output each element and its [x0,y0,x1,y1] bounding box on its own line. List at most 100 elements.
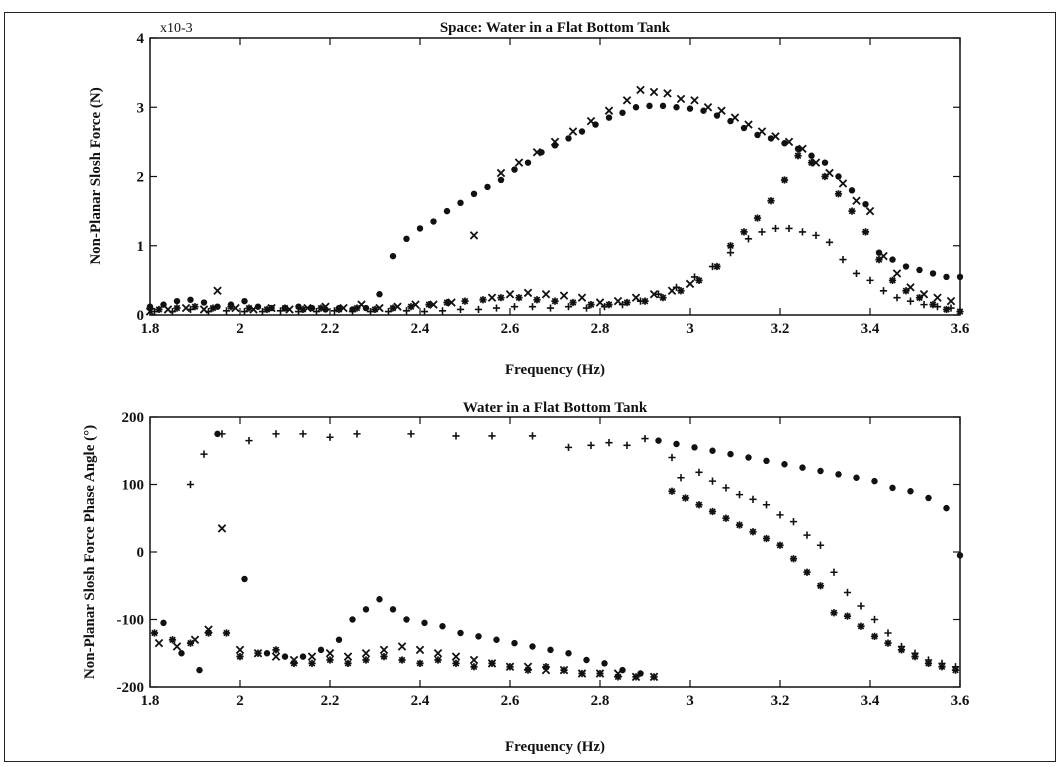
force-point-cross [559,291,569,300]
phase-point-cross [451,652,461,661]
phase-point-star [470,663,478,671]
force-point-circle [673,104,680,111]
phase-point-star [326,656,334,664]
force-x-tick-label: 3.2 [771,321,790,337]
phase-y-tick-label: -100 [117,613,145,629]
phase-point-cross [235,645,245,655]
force-point-plus [920,301,928,309]
phase-point-star [416,659,424,667]
force-point-plus [474,305,483,314]
phase-point-star [236,653,244,661]
phase-point-cross [307,652,317,661]
force-point-star [794,152,802,160]
phase-point-star [884,639,892,647]
phase-point-plus [884,629,892,637]
force-point-circle [524,159,532,166]
phase-point-star [830,609,838,617]
phase-x-tick-label: 1.8 [141,693,160,709]
phase-point-star [668,487,676,495]
phase-x-tick-label: 2.4 [411,693,430,709]
phase-point-star [897,646,906,654]
phase-point-plus [830,568,838,576]
force-point-star [888,276,897,284]
phase-point-star [578,669,586,678]
phase-point-circle [781,461,788,468]
phase-point-circle [799,464,806,471]
force-chart-title: Space: Water in a Flat Bottom Tank [440,20,671,36]
force-point-star [780,176,789,184]
force-y-tick-label: 1 [137,239,145,255]
force-point-star [929,301,937,309]
force-point-plus [771,224,780,233]
phase-y-tick-label: 0 [137,545,145,561]
force-point-circle [916,266,923,274]
force-point-cross [649,289,659,299]
force-point-cross [690,96,699,105]
force-point-cross [496,168,506,178]
force-point-cross [181,303,191,313]
force-point-cross [667,286,677,295]
force-point-plus [785,224,793,233]
force-point-star [263,305,271,314]
force-point-plus [546,304,555,312]
phase-point-plus [749,495,757,503]
force-point-plus [384,307,393,316]
force-point-star [587,301,595,309]
force-x-ticks: 1.8 2 2.2 2.4 2.6 2.8 3 3.2 3.4 3.6 [141,38,970,337]
force-point-star [677,287,685,295]
force-point-cross [487,293,497,302]
phase-chart-title: Water in a Flat Bottom Tank [463,400,648,416]
phase-point-star [749,528,757,536]
force-point-cross [798,144,807,154]
force-point-star [245,304,253,312]
force-point-circle [376,291,383,298]
phase-point-star [290,659,298,667]
force-point-star [335,305,343,314]
force-point-cross [532,148,542,157]
phase-point-star [857,622,865,630]
phase-point-circle [691,444,698,451]
force-point-circle [430,218,437,225]
phase-point-circle [349,616,356,623]
phase-point-circle [362,606,370,613]
phase-point-star [362,656,370,664]
force-point-plus [726,249,735,257]
force-point-plus [933,303,942,311]
phase-y-axis-label: Non-Planar Slosh Force Phase Angle (°) [82,425,98,679]
phase-point-cross [469,655,479,665]
force-point-plus [438,307,447,315]
force-point-cross [514,158,524,167]
phase-point-plus [587,441,595,449]
phase-point-plus [735,491,744,499]
force-point-cross [663,89,672,98]
force-chart: Space: Water in a Flat Bottom Tank x10-3… [88,20,970,378]
force-point-cross [649,87,659,97]
phase-point-star [204,629,213,637]
force-point-star [353,304,361,312]
force-point-star [209,304,217,312]
force-point-circle [646,102,653,110]
phase-point-plus [326,433,334,441]
phase-point-star [434,656,442,664]
phase-point-plus [668,453,676,462]
phase-point-circle [709,447,716,454]
force-point-plus [852,269,861,278]
phase-point-plus [353,430,361,438]
force-point-cross [703,103,713,112]
force-x-axis-label: Frequency (Hz) [505,362,605,378]
force-point-plus [812,231,820,239]
force-point-plus [222,307,231,315]
phase-point-circle [889,484,896,492]
phase-point-star [816,582,825,590]
force-point-plus [654,290,663,298]
phase-point-circle [457,629,464,637]
force-point-circle [295,303,302,310]
force-point-star [807,159,816,167]
force-point-plus [906,297,915,305]
phase-plot-area [149,416,961,688]
phase-point-cross [379,645,389,655]
force-point-circle [484,183,491,191]
phase-point-circle [511,639,518,647]
force-point-plus [708,262,717,271]
